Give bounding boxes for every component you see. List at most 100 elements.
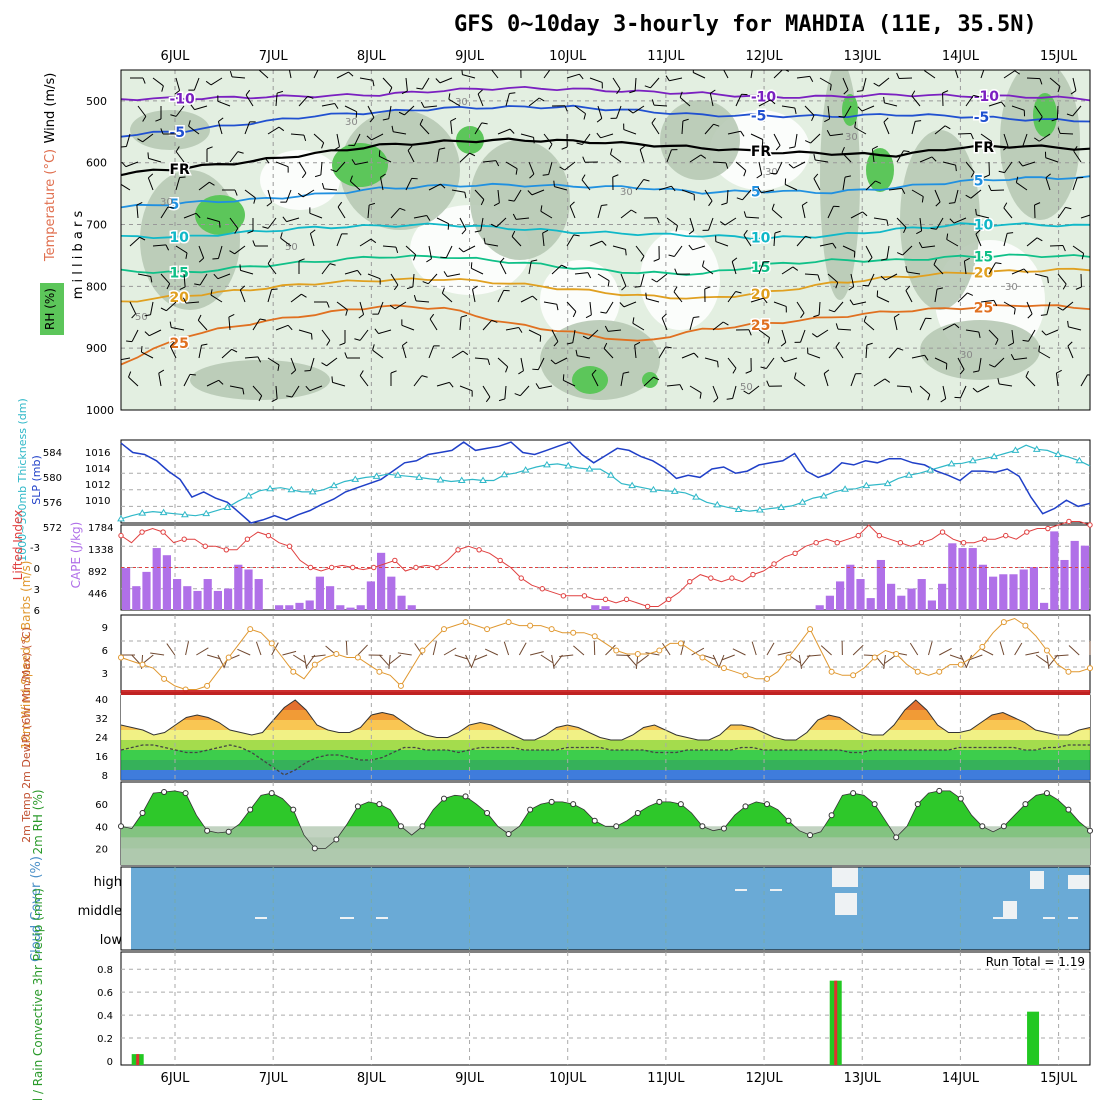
- surface-wind-barb: [777, 651, 792, 656]
- wind-barb: [309, 385, 323, 392]
- wind-barb: [742, 189, 752, 201]
- rh-marker: [354, 803, 361, 810]
- wind-barb-feather: [305, 385, 311, 391]
- wind-barb-feather: [460, 314, 468, 318]
- wind-barb: [600, 133, 614, 139]
- wind-barb-feather: [813, 314, 820, 318]
- wind-barb: [776, 161, 783, 174]
- wind-barb: [382, 77, 393, 88]
- thickness-marker: [330, 481, 338, 489]
- wind-barb-feather: [609, 148, 613, 155]
- wind-barb-feather: [989, 141, 993, 148]
- rh-marker: [720, 825, 727, 832]
- rh-marker: [333, 836, 340, 843]
- wind-barb-feather: [645, 292, 647, 299]
- slp-tick-label: 1016: [85, 448, 110, 459]
- precip-tick-label: 0.2: [97, 1034, 113, 1045]
- wind-barb-feather: [477, 89, 483, 95]
- wind-barb: [171, 327, 185, 331]
- wind-barb: [673, 291, 683, 303]
- wind-barb-feather: [905, 265, 908, 273]
- wind-barb-feather: [625, 249, 627, 256]
- wind-barb-feather: [675, 225, 679, 232]
- wind-barb-feather: [542, 174, 549, 176]
- wind-barb: [382, 245, 396, 248]
- wind-speed-marker: [893, 651, 900, 657]
- wind-barb-feather: [665, 346, 672, 349]
- wind-barb: [692, 245, 706, 251]
- wind-barb-feather: [918, 242, 923, 248]
- wind-barb: [1026, 301, 1033, 315]
- wind-barb-feather: [258, 64, 260, 70]
- wind-barb-feather: [552, 67, 558, 69]
- wind-barb-feather: [439, 147, 446, 150]
- wind-barb: [421, 77, 430, 90]
- wind-barb-feather: [514, 393, 521, 397]
- cloud-series-group: [120, 866, 1091, 951]
- date-tick-label-top: 13JUL: [844, 49, 882, 64]
- wind-barb: [199, 273, 208, 286]
- wind-barb-feather: [767, 337, 771, 344]
- wind-barb-feather: [995, 339, 999, 346]
- wind-barb-feather: [198, 257, 204, 263]
- lifted-marker: [202, 543, 208, 549]
- lifted-marker: [560, 593, 567, 599]
- wind-barb-feather: [1057, 86, 1061, 93]
- wind-barb: [804, 105, 815, 116]
- wind-barb-feather: [195, 213, 201, 219]
- wind-barb-feather: [229, 70, 233, 78]
- wind-barb: [198, 345, 202, 359]
- wind-barb: [129, 301, 137, 314]
- wind-barb-feather: [276, 90, 284, 94]
- wind-barb: [1045, 157, 1059, 163]
- wind-barb-feather: [843, 89, 849, 95]
- wind-barb-feather: [975, 229, 981, 235]
- wind-barb-feather: [286, 395, 293, 398]
- wind-barb: [1011, 329, 1015, 343]
- wind-barb: [275, 385, 278, 399]
- surface-wind-barb: [626, 654, 637, 666]
- wind-barb: [1004, 161, 1013, 173]
- wind-barb-feather: [829, 84, 832, 91]
- wind-barb-feather: [788, 146, 796, 149]
- lifted-marker: [181, 536, 187, 542]
- wind-barb: [239, 289, 246, 303]
- wind-barb: [842, 77, 849, 91]
- wind-barb: [206, 217, 220, 223]
- wind-barb: [842, 245, 855, 252]
- wind-barb: [309, 357, 315, 371]
- rh-marker: [182, 790, 189, 797]
- wind-barb: [994, 357, 1005, 368]
- wind-barb-feather: [389, 304, 396, 310]
- cloud-clear-patch: [1068, 917, 1078, 919]
- wind-barb-feather: [731, 257, 738, 262]
- wind-barb-feather: [964, 257, 970, 262]
- wind-barb-feather: [817, 274, 821, 281]
- wind-barb-feather: [753, 64, 759, 65]
- thickness-marker: [649, 485, 658, 493]
- wind-barb-feather: [234, 189, 238, 196]
- wind-barb: [735, 94, 742, 107]
- wind-barb: [597, 205, 602, 219]
- wind-barb-feather: [527, 190, 533, 196]
- temperature-contour: [121, 137, 1090, 177]
- wind-barb: [183, 374, 191, 387]
- wind-barb-feather: [509, 128, 515, 134]
- wind-barb-feather: [848, 286, 854, 291]
- wind-barb: [528, 161, 535, 175]
- wind-barb-feather: [487, 358, 491, 366]
- wind-barb-feather: [556, 304, 559, 311]
- thickness-marker: [266, 484, 274, 492]
- cloud-clear-patch: [1003, 901, 1017, 919]
- wind-barb-feather: [553, 341, 559, 347]
- wind-speed-marker: [914, 668, 921, 675]
- wind-barb: [429, 318, 438, 331]
- rh-contour-label: 30: [845, 132, 858, 143]
- rh-marker: [1000, 823, 1007, 830]
- wind-barb-feather: [760, 366, 767, 370]
- temp-tick-label: 16: [95, 752, 108, 763]
- wind-barb: [661, 317, 668, 331]
- wind-barb-feather: [826, 130, 831, 136]
- temperature-contour: [121, 253, 1090, 276]
- wind-barb: [359, 238, 372, 247]
